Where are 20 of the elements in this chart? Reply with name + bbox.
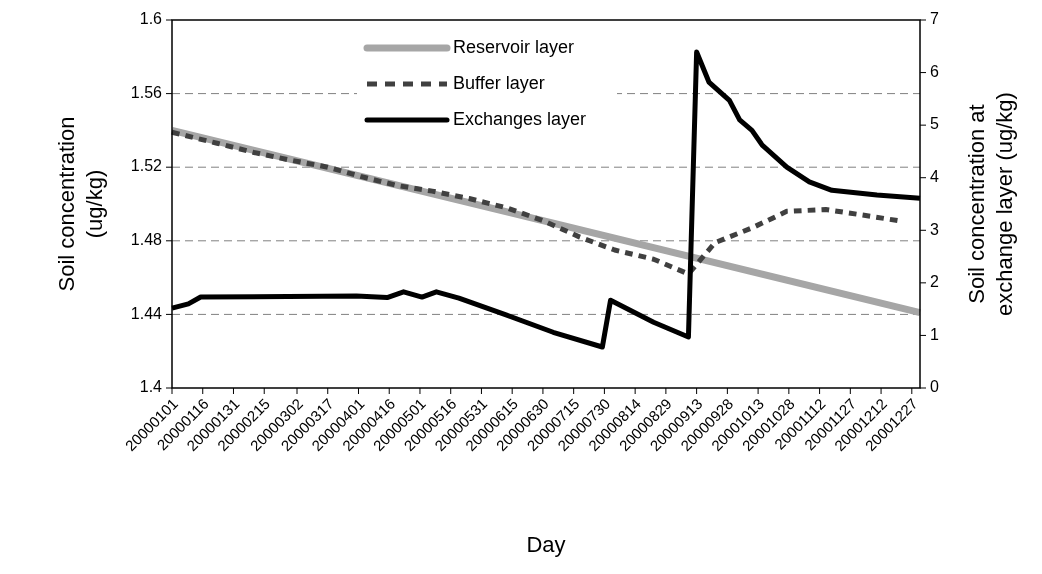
legend-label: Reservoir layer xyxy=(453,36,575,57)
y2-tick-label: 6 xyxy=(930,62,939,80)
y2-tick-label: 7 xyxy=(930,10,939,28)
y-tick-label: 1.56 xyxy=(130,83,163,101)
y2-tick-label: 5 xyxy=(930,115,939,133)
y2-tick-label: 2 xyxy=(930,273,939,291)
y-axis-title: Soil concentration (ug/kg) xyxy=(54,116,107,292)
y-tick-label: 1.48 xyxy=(130,231,163,249)
y2-tick-label: 4 xyxy=(930,167,939,185)
legend-label: Buffer layer xyxy=(453,72,545,93)
y2-tick-label: 1 xyxy=(930,325,939,343)
y-tick-label: 1.44 xyxy=(130,304,163,322)
y-tick-label: 1.52 xyxy=(130,157,163,175)
y-tick-label: 1.4 xyxy=(139,378,163,396)
y2-axis-title: Soil concentration at exchange layer (ug/kg) xyxy=(964,92,1017,316)
x-axis-title: Day xyxy=(526,532,566,557)
legend-label: Exchanges layer xyxy=(453,108,587,129)
y2-tick-label: 0 xyxy=(930,378,939,396)
y2-tick-label: 3 xyxy=(930,220,939,238)
y-tick-label: 1.6 xyxy=(139,10,163,28)
